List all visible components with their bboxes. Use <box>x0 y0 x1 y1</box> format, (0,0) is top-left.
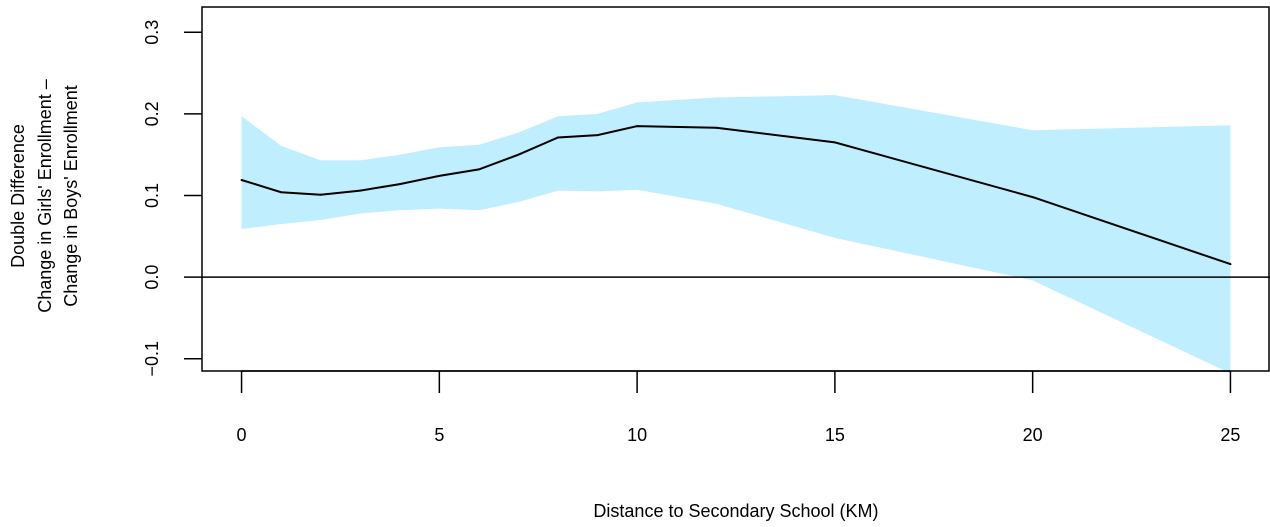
y-axis-title-line: Change in Girls' Enrollment – <box>35 79 55 313</box>
x-axis-title: Distance to Secondary School (KM) <box>593 501 878 521</box>
confidence-band <box>241 95 1231 374</box>
y-tick-label: −0.1 <box>142 341 162 377</box>
y-axis-title: Double Difference Change in Girls' Enroll… <box>8 79 81 313</box>
data-point <box>477 168 480 171</box>
data-point <box>319 193 322 196</box>
y-axis: −0.1 0.0 0.1 0.2 0.3 <box>142 20 202 377</box>
data-point <box>557 136 559 139</box>
data-point <box>715 126 718 129</box>
data-point <box>398 183 401 186</box>
data-point <box>636 125 639 128</box>
x-tick-label: 10 <box>627 425 647 445</box>
data-point <box>280 191 283 194</box>
series-layer <box>240 125 1232 266</box>
x-tick-label: 0 <box>237 425 247 445</box>
x-tick-label: 25 <box>1220 425 1240 445</box>
data-point <box>1229 263 1232 266</box>
x-axis: 0 5 10 15 20 25 <box>237 370 1240 445</box>
data-point <box>596 134 599 137</box>
data-point <box>1031 196 1034 199</box>
data-point <box>517 153 520 156</box>
data-point <box>240 178 243 181</box>
x-tick-label: 15 <box>825 425 845 445</box>
data-point <box>833 141 836 144</box>
y-tick-label: 0.0 <box>142 265 162 290</box>
x-tick-label: 20 <box>1023 425 1043 445</box>
y-tick-label: 0.1 <box>142 183 162 208</box>
data-point <box>438 174 441 177</box>
y-axis-title-line: Double Difference <box>8 124 28 268</box>
data-point <box>359 189 362 192</box>
y-tick-label: 0.2 <box>142 101 162 126</box>
y-tick-label: 0.3 <box>142 20 162 45</box>
x-tick-label: 5 <box>434 425 444 445</box>
confidence-band-layer <box>241 95 1231 374</box>
y-axis-title-line: Change in Boys' Enrollment <box>61 85 81 307</box>
